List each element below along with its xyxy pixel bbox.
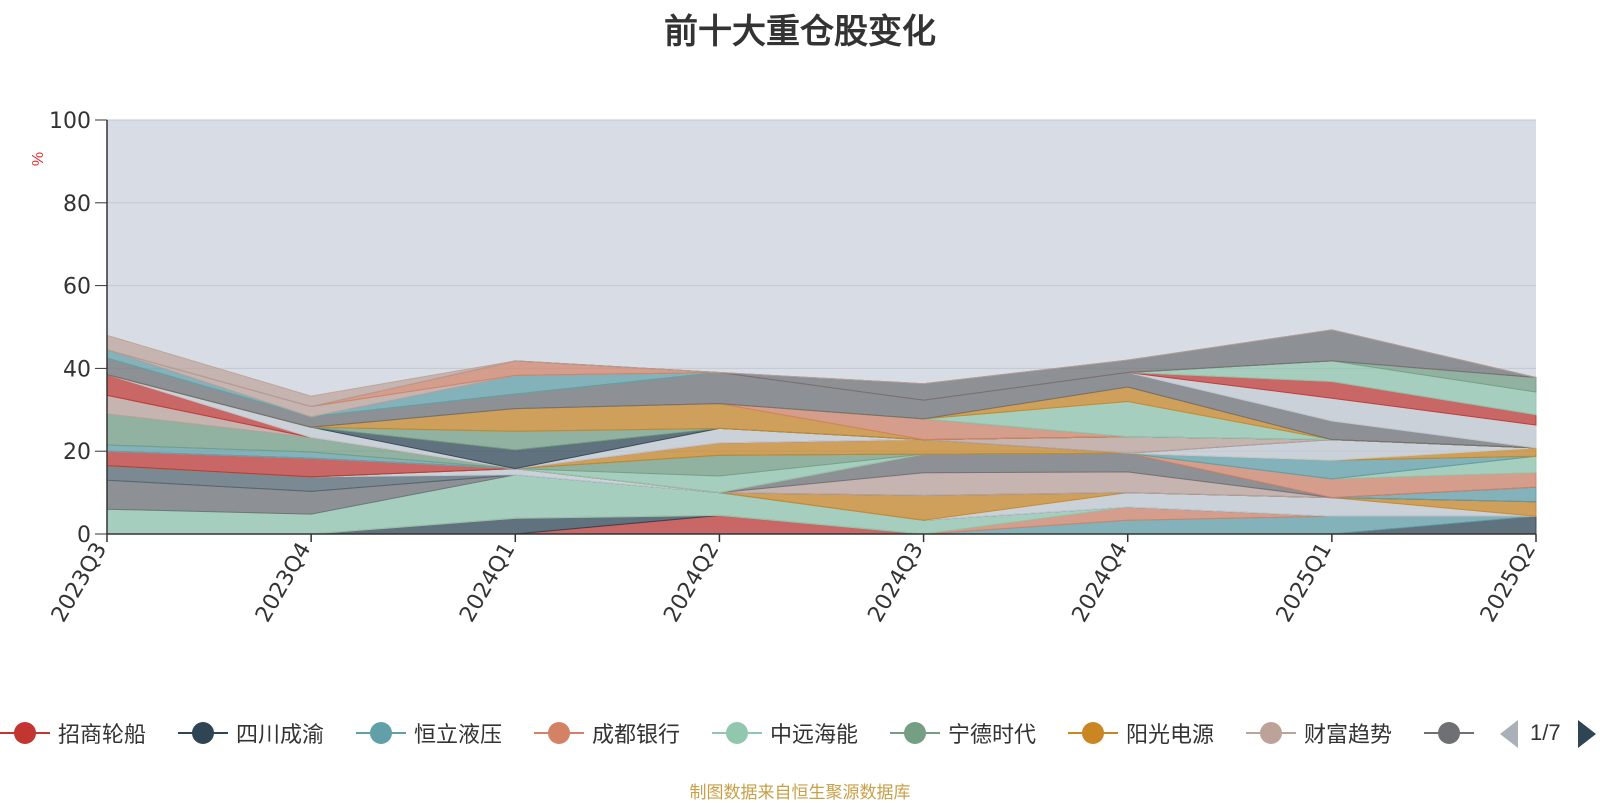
x-tick-label: 2024Q3: [863, 539, 928, 627]
legend-item[interactable]: 恒立液压: [356, 716, 502, 750]
legend-marker-icon: [178, 721, 228, 745]
legend-label: 招商轮船: [58, 723, 147, 748]
area-chart: 0 20 40 60 80 100 2023Q3 2023Q4 2024Q1 2024Q2 2024…: [47, 109, 1541, 627]
x-tick-label: 2024Q2: [659, 539, 724, 627]
x-tick-label: 2023Q3: [47, 539, 112, 627]
x-tick-label: 2025Q1: [1272, 539, 1337, 627]
legend-marker-icon: [890, 721, 940, 745]
triangle-left-icon[interactable]: [1500, 720, 1518, 748]
legend-item[interactable]: 阳光电源: [1068, 716, 1214, 750]
legend-page-indicator: 1/7: [1530, 720, 1561, 745]
y-tick-label: 20: [63, 440, 91, 465]
x-tick-label: 2024Q1: [455, 539, 520, 627]
legend-marker-icon: [1068, 721, 1118, 745]
legend-item[interactable]: [1424, 716, 1482, 750]
legend-item[interactable]: 宁德时代: [890, 716, 1036, 750]
legend-label: 财富趋势: [1304, 723, 1393, 748]
source-note: 制图数据来自恒生聚源数据库: [689, 783, 911, 803]
y-tick-label: 100: [49, 109, 91, 134]
area-series: [106, 329, 1537, 408]
legend-label: 成都银行: [592, 723, 681, 748]
legend-label: 中远海能: [770, 723, 859, 748]
legend-item[interactable]: 成都银行: [534, 716, 680, 750]
x-tick-label: 2025Q2: [1476, 539, 1541, 627]
y-tick-label: 0: [77, 523, 91, 548]
y-tick-label: 80: [63, 192, 91, 217]
legend: 招商轮船 四川成渝 恒立液压 成都银行 中远海能 宁德时代 阳光电源 财富趋势: [0, 716, 1600, 756]
x-tick-label: 2023Q4: [251, 539, 316, 627]
y-tick-label: 40: [63, 357, 91, 382]
legend-marker-icon: [1424, 721, 1474, 745]
legend-marker-icon: [1246, 721, 1296, 745]
legend-marker-icon: [712, 721, 762, 745]
legend-pager: 1/7: [1500, 716, 1600, 756]
legend-item[interactable]: 招商轮船: [0, 716, 146, 750]
legend-item[interactable]: 中远海能: [712, 716, 858, 750]
x-tick-label: 2024Q4: [1068, 539, 1133, 627]
y-tick-label: 60: [63, 275, 91, 300]
legend-label: 宁德时代: [948, 723, 1037, 748]
legend-label: 四川成渝: [236, 723, 325, 748]
legend-marker-icon: [356, 721, 406, 745]
legend-label: 恒立液压: [414, 723, 503, 748]
chart-title: 前十大重仓股变化: [664, 12, 936, 52]
legend-item[interactable]: 四川成渝: [178, 716, 324, 750]
triangle-right-icon[interactable]: [1578, 720, 1596, 748]
legend-marker-icon: [534, 721, 584, 745]
legend-item[interactable]: 财富趋势: [1246, 716, 1392, 750]
legend-marker-icon: [0, 721, 50, 745]
legend-label: 阳光电源: [1126, 723, 1215, 748]
